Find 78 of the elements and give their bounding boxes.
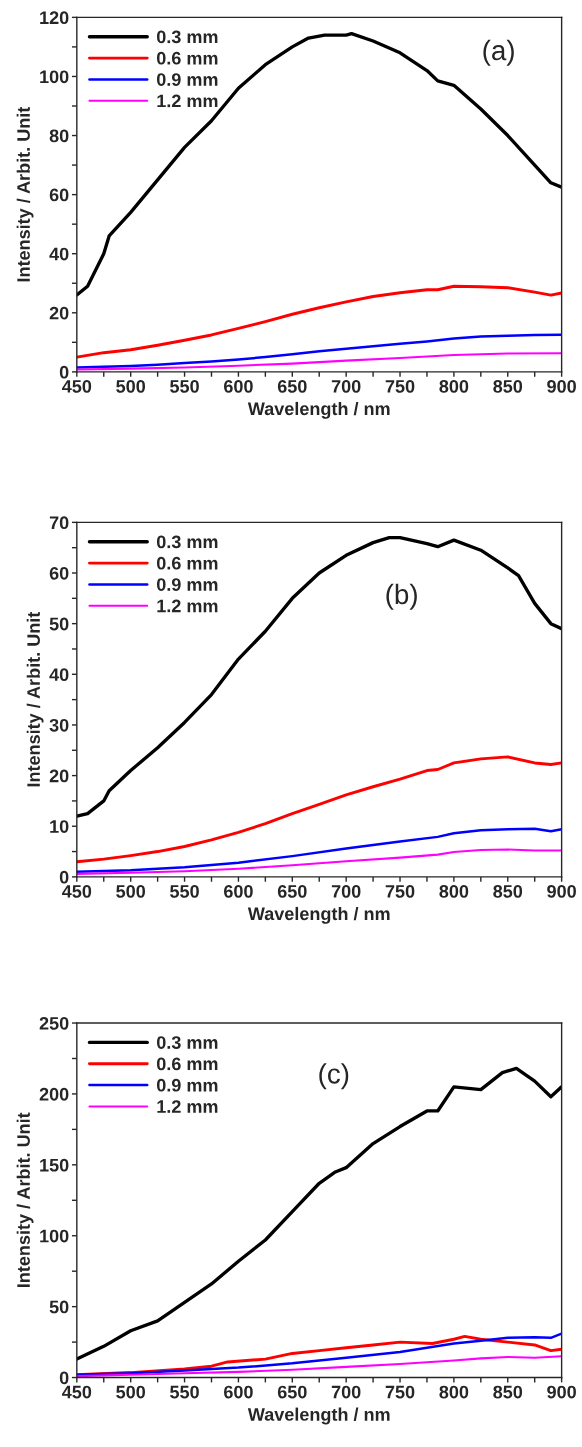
x-tick-label: 850	[493, 1385, 523, 1399]
legend-label: 0.6 mm	[156, 556, 218, 570]
legend-label: 0.9 mm	[156, 1078, 218, 1092]
line-series	[76, 284, 562, 359]
legend-label: 0.3 mm	[156, 535, 218, 549]
legend-label: 0.3 mm	[156, 1036, 218, 1049]
x-tick-label: 800	[439, 379, 469, 393]
y-tick-label: 20	[49, 306, 69, 320]
x-tick-label: 800	[439, 1385, 469, 1399]
y-tick-label: 20	[49, 769, 69, 783]
x-tick-label: 600	[224, 885, 253, 898]
y-tick-label: 40	[49, 668, 69, 682]
y-axis-title: Intensity / Arbit. Unit	[26, 611, 44, 787]
x-axis-title: Wavelength / nm	[247, 401, 390, 419]
x-tick-label: 450	[62, 1385, 92, 1399]
y-tick-label: 100	[40, 70, 69, 84]
y-axis-title: Intensity / Arbit. Unit	[16, 1112, 34, 1288]
legend-label: 1.2 mm	[157, 599, 218, 613]
y-tick-label: 250	[39, 1016, 69, 1030]
legend-label: 0.3 mm	[156, 30, 218, 44]
y-tick-label: 100	[40, 1229, 69, 1243]
y-tick-label: 50	[49, 1300, 69, 1314]
legend-label: 0.6 mm	[156, 51, 218, 65]
line-series	[76, 535, 562, 818]
y-tick-label: 50	[49, 617, 69, 631]
x-tick-label: 750	[385, 379, 415, 393]
y-tick-label: 0	[59, 1371, 69, 1385]
x-tick-label: 500	[116, 885, 146, 898]
y-tick-label: 30	[49, 718, 69, 732]
annotation: (a)	[483, 39, 514, 66]
line-series	[76, 827, 562, 874]
y-tick-label: 200	[39, 1087, 69, 1101]
x-tick-label: 900	[547, 379, 576, 393]
x-tick-label: 800	[439, 885, 469, 898]
x-axis-title: Wavelength / nm	[247, 1407, 390, 1425]
x-tick-label: 550	[170, 885, 199, 898]
y-tick-label: 0	[59, 365, 69, 379]
x-tick-label: 700	[331, 885, 361, 898]
x-tick-label: 650	[277, 1385, 307, 1399]
legend-label: 0.9 mm	[156, 73, 218, 86]
x-tick-label: 600	[224, 1385, 253, 1399]
x-tick-label: 500	[116, 379, 146, 393]
x-tick-label: 650	[277, 379, 307, 393]
x-tick-label: 650	[277, 885, 307, 898]
x-tick-label: 450	[62, 379, 92, 393]
x-tick-label: 750	[385, 1385, 415, 1399]
y-tick-label: 60	[49, 188, 69, 202]
y-tick-label: 40	[49, 247, 69, 261]
x-tick-label: 550	[170, 1385, 199, 1399]
x-tick-label: 700	[331, 379, 361, 393]
x-tick-label: 750	[385, 885, 415, 898]
legend-label: 0.6 mm	[156, 1057, 218, 1071]
line-series	[76, 31, 562, 297]
x-axis-title: Wavelength / nm	[247, 906, 390, 924]
y-tick-label: 70	[49, 516, 69, 530]
y-tick-label: 120	[40, 11, 69, 25]
x-tick-label: 850	[493, 379, 523, 393]
legend-label: 1.2 mm	[157, 1100, 218, 1113]
y-tick-label: 60	[49, 566, 69, 580]
legend-label: 1.2 mm	[157, 94, 218, 108]
x-tick-label: 500	[116, 1385, 146, 1399]
y-tick-label: 0	[59, 870, 69, 884]
y-tick-label: 10	[50, 820, 69, 833]
y-tick-label: 150	[40, 1158, 69, 1172]
y-tick-label: 80	[49, 129, 69, 143]
x-tick-label: 700	[331, 1385, 361, 1399]
y-axis-title: Intensity / Arbit. Unit	[16, 106, 34, 282]
line-series	[76, 333, 562, 369]
x-tick-label: 850	[493, 885, 523, 898]
x-tick-label: 900	[547, 885, 576, 898]
x-tick-label: 450	[62, 885, 92, 898]
annotation: (c)	[319, 1063, 349, 1090]
x-tick-label: 600	[224, 379, 253, 393]
line-series	[76, 755, 562, 864]
x-tick-label: 900	[547, 1385, 576, 1399]
annotation: (b)	[386, 583, 417, 610]
x-tick-label: 550	[170, 379, 199, 393]
legend-label: 0.9 mm	[156, 578, 218, 591]
